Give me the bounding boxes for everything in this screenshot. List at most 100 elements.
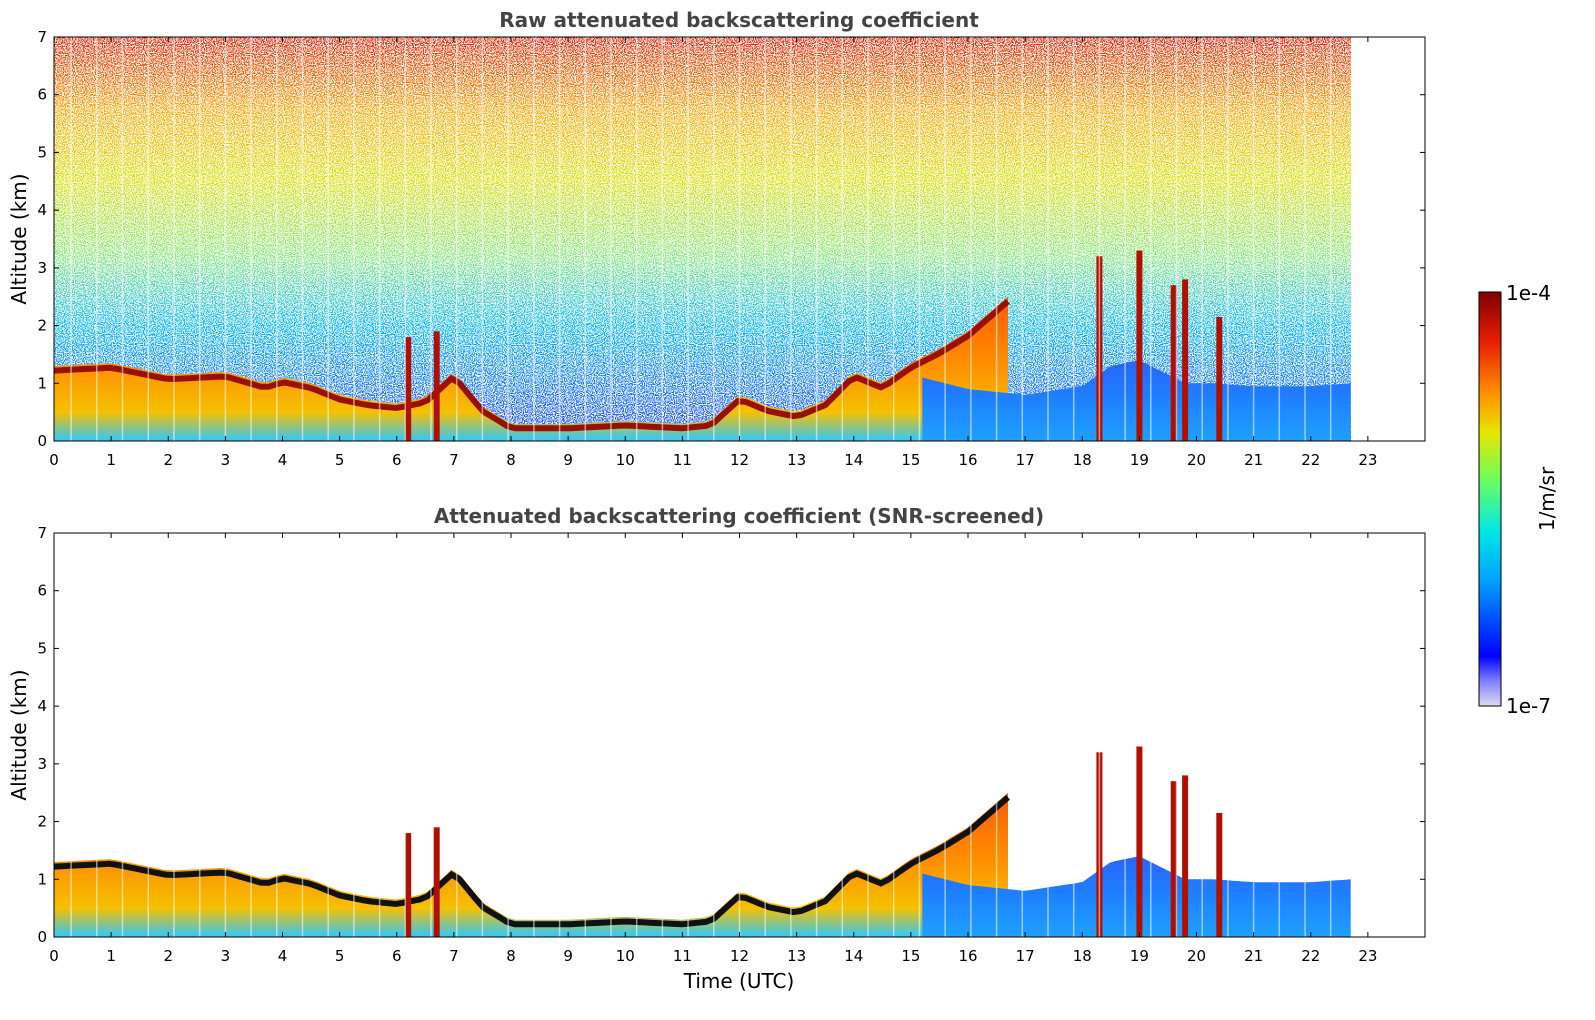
x-tick-label: 7 bbox=[449, 947, 459, 965]
y-tick-label: 2 bbox=[37, 317, 47, 335]
x-tick-label: 0 bbox=[49, 451, 59, 469]
x-tick-label: 16 bbox=[958, 947, 977, 965]
panel-title: Raw attenuated backscattering coefficien… bbox=[499, 8, 979, 32]
y-axis-label: Altitude (km) bbox=[7, 173, 31, 304]
y-tick-label: 3 bbox=[37, 755, 47, 773]
x-tick-label: 20 bbox=[1187, 451, 1206, 469]
x-tick-label: 9 bbox=[563, 947, 573, 965]
plume-column bbox=[1170, 781, 1177, 937]
x-tick-label: 17 bbox=[1016, 451, 1035, 469]
y-tick-label: 3 bbox=[37, 259, 47, 277]
x-tick-label: 17 bbox=[1016, 947, 1035, 965]
snr-screened-panel: Attenuated backscattering coefficient (S… bbox=[7, 504, 1426, 993]
plume-column bbox=[1216, 316, 1223, 441]
x-tick-label: 3 bbox=[221, 451, 231, 469]
x-tick-label: 4 bbox=[278, 947, 288, 965]
colorbar: 1e-4 1e-7 1/m/sr bbox=[1478, 281, 1559, 718]
plume-column bbox=[433, 827, 440, 937]
colorbar-unit-label: 1/m/sr bbox=[1535, 466, 1559, 531]
plume-column bbox=[1182, 775, 1189, 937]
y-tick-label: 0 bbox=[37, 928, 47, 946]
x-tick-label: 19 bbox=[1130, 947, 1149, 965]
x-tick-label: 2 bbox=[163, 947, 173, 965]
x-tick-label: 6 bbox=[392, 451, 402, 469]
y-tick-label: 6 bbox=[37, 86, 47, 104]
plot-area bbox=[54, 37, 1351, 441]
plume-column bbox=[405, 337, 412, 441]
y-tick-label: 7 bbox=[37, 524, 47, 542]
x-tick-label: 16 bbox=[958, 451, 977, 469]
colorbar-min-label: 1e-7 bbox=[1506, 694, 1551, 718]
x-tick-label: 11 bbox=[673, 947, 692, 965]
x-tick-label: 0 bbox=[49, 947, 59, 965]
x-tick-label: 18 bbox=[1073, 947, 1092, 965]
y-tick-label: 7 bbox=[37, 28, 47, 46]
x-tick-label: 2 bbox=[163, 451, 173, 469]
x-tick-label: 13 bbox=[787, 451, 806, 469]
heatmap-fields bbox=[54, 37, 1351, 441]
plume-column bbox=[1136, 250, 1143, 441]
x-tick-label: 6 bbox=[392, 947, 402, 965]
plume-column bbox=[1136, 746, 1143, 937]
x-tick-label: 13 bbox=[787, 947, 806, 965]
y-tick-label: 6 bbox=[37, 582, 47, 600]
y-tick-label: 4 bbox=[37, 697, 47, 715]
x-tick-label: 15 bbox=[901, 451, 920, 469]
x-tick-label: 14 bbox=[844, 947, 863, 965]
y-tick-label: 0 bbox=[37, 432, 47, 450]
x-tick-label: 23 bbox=[1358, 947, 1377, 965]
y-axis: 0 1 2 3 4 5 6 7 bbox=[37, 524, 1425, 946]
x-tick-label: 12 bbox=[730, 947, 749, 965]
x-tick-label: 22 bbox=[1301, 947, 1320, 965]
y-tick-label: 2 bbox=[37, 813, 47, 831]
x-tick-label: 19 bbox=[1130, 451, 1149, 469]
x-tick-label: 10 bbox=[616, 451, 635, 469]
x-tick-label: 21 bbox=[1244, 451, 1263, 469]
heatmap-fields bbox=[54, 533, 1351, 937]
x-axis-label: Time (UTC) bbox=[683, 969, 795, 993]
x-tick-label: 20 bbox=[1187, 947, 1206, 965]
layer-top-line bbox=[54, 299, 1010, 432]
boundary-layer-field bbox=[54, 296, 1008, 441]
y-tick-label: 1 bbox=[37, 870, 47, 888]
x-tick-label: 8 bbox=[506, 947, 516, 965]
panel-title: Attenuated backscattering coefficient (S… bbox=[434, 504, 1044, 528]
x-tick-label: 1 bbox=[106, 947, 116, 965]
plume-column bbox=[405, 833, 412, 937]
y-tick-label: 5 bbox=[37, 639, 47, 657]
plume-column bbox=[433, 331, 440, 441]
y-axis: 0 1 2 3 4 5 6 7 bbox=[37, 28, 1425, 450]
x-tick-label: 12 bbox=[730, 451, 749, 469]
x-tick-label: 4 bbox=[278, 451, 288, 469]
x-axis: 0 1 2 3 4 5 6 7 8 9 10 11 12 13 14 15 16 17 18 19 20 21 22 23 bbox=[49, 533, 1377, 965]
x-tick-label: 23 bbox=[1358, 451, 1377, 469]
x-tick-label: 15 bbox=[901, 947, 920, 965]
y-axis-label: Altitude (km) bbox=[7, 669, 31, 800]
x-tick-label: 14 bbox=[844, 451, 863, 469]
x-tick-label: 8 bbox=[506, 451, 516, 469]
colorbar-scale bbox=[1478, 291, 1502, 707]
plume-column bbox=[1170, 285, 1177, 441]
x-tick-label: 21 bbox=[1244, 947, 1263, 965]
plume-column bbox=[1182, 279, 1189, 441]
boundary-layer-field bbox=[54, 792, 1008, 937]
y-tick-label: 1 bbox=[37, 374, 47, 392]
colorbar-max-label: 1e-4 bbox=[1506, 281, 1551, 305]
x-tick-label: 5 bbox=[335, 451, 345, 469]
y-tick-label: 4 bbox=[37, 201, 47, 219]
plume-column bbox=[1216, 812, 1223, 937]
x-axis: 0 1 2 3 4 5 6 7 8 9 10 11 12 13 14 15 16 17 18 19 20 21 22 23 bbox=[49, 37, 1377, 469]
x-tick-label: 9 bbox=[563, 451, 573, 469]
x-tick-label: 22 bbox=[1301, 451, 1320, 469]
x-tick-label: 7 bbox=[449, 451, 459, 469]
x-tick-label: 18 bbox=[1073, 451, 1092, 469]
plot-area bbox=[54, 533, 1351, 937]
x-tick-label: 3 bbox=[221, 947, 231, 965]
x-tick-label: 1 bbox=[106, 451, 116, 469]
y-tick-label: 5 bbox=[37, 143, 47, 161]
x-tick-label: 11 bbox=[673, 451, 692, 469]
layer-top-line bbox=[54, 795, 1010, 928]
x-tick-label: 5 bbox=[335, 947, 345, 965]
raw-backscatter-panel: Raw attenuated backscattering coefficien… bbox=[7, 8, 1426, 469]
